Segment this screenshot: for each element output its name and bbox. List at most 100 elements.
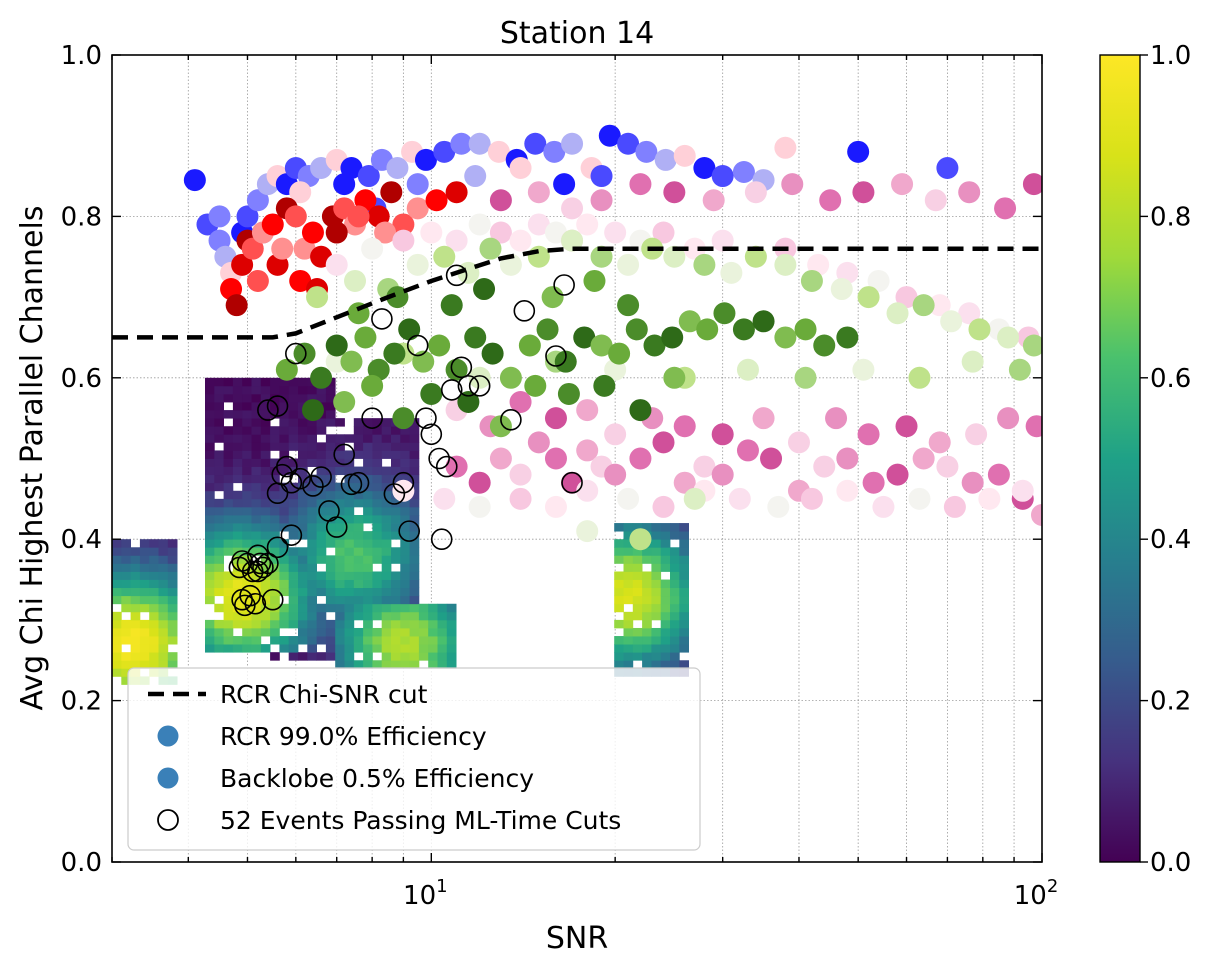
histogram-bin (270, 619, 280, 629)
histogram-bin (642, 611, 652, 621)
histogram-bin (679, 587, 689, 597)
histogram-bin (223, 571, 234, 580)
histogram-bin (409, 571, 420, 580)
histogram-bin (232, 619, 243, 629)
histogram-bin (260, 442, 271, 451)
histogram-bin (232, 539, 243, 548)
histogram-bin (260, 563, 271, 572)
histogram-bin (400, 627, 410, 637)
histogram-bin (214, 466, 224, 476)
scatter-point (813, 455, 836, 478)
histogram-bin (372, 603, 383, 613)
scatter-point (696, 318, 719, 341)
histogram-bin (391, 466, 401, 476)
histogram-bin (232, 418, 243, 427)
histogram-bin (158, 539, 169, 548)
histogram-bin (623, 660, 634, 669)
histogram-bin (298, 603, 308, 613)
histogram-bin (270, 539, 280, 548)
histogram-bin (242, 619, 252, 629)
histogram-bin (372, 531, 383, 540)
histogram-bin (409, 579, 420, 589)
histogram-bin (316, 490, 327, 500)
histogram-bin (316, 442, 327, 451)
histogram-bin (223, 426, 234, 435)
scatter-point (852, 358, 875, 381)
histogram-bin (446, 611, 457, 621)
histogram-bin (660, 636, 671, 645)
histogram-bin (372, 636, 383, 645)
scatter-point (663, 366, 686, 389)
histogram-bin (279, 450, 290, 459)
histogram-bin (260, 603, 271, 613)
scatter-point (583, 269, 606, 292)
histogram-bin (149, 611, 159, 621)
histogram-bin (130, 660, 141, 669)
histogram-bin (381, 579, 392, 589)
histogram-bin (205, 547, 215, 556)
histogram-bin (400, 434, 410, 443)
scatter-point (961, 471, 984, 494)
histogram-bin (409, 660, 420, 669)
scatter-point (774, 253, 797, 276)
histogram-bin (335, 450, 345, 459)
histogram-bin (223, 385, 234, 395)
histogram-bin (270, 555, 280, 564)
histogram-bin (316, 531, 327, 540)
histogram-bin (335, 531, 345, 540)
y-tick-label: 0.8 (61, 202, 102, 232)
histogram-bin (158, 595, 169, 605)
histogram-bin (418, 627, 429, 637)
histogram-bin (298, 547, 308, 556)
scatter-point (629, 528, 652, 551)
histogram-bin (372, 660, 383, 669)
histogram-bin (344, 450, 355, 459)
scatter-point (543, 140, 566, 163)
histogram-bin (325, 482, 336, 492)
histogram-bin (205, 426, 215, 435)
legend-marker-filled-circle (157, 725, 179, 747)
histogram-bin (391, 506, 401, 516)
histogram-bin (270, 652, 280, 661)
histogram-bin (418, 619, 429, 629)
histogram-bin (242, 474, 252, 484)
histogram-bin (446, 644, 457, 653)
histogram-bin (642, 652, 652, 661)
histogram-bin (242, 402, 252, 411)
histogram-bin (363, 547, 373, 556)
histogram-bin (353, 482, 364, 492)
y-tick-label: 0.6 (61, 364, 102, 394)
histogram-bin (670, 523, 680, 532)
histogram-bin (251, 474, 262, 484)
histogram-bin (316, 539, 327, 548)
histogram-bin (316, 523, 327, 532)
scatter-point (289, 269, 312, 292)
histogram-bin (242, 555, 252, 564)
histogram-bin (363, 539, 373, 548)
histogram-bin (121, 676, 131, 685)
scatter-point (406, 197, 429, 220)
scatter-point (590, 189, 613, 212)
scatter-point (473, 278, 496, 301)
passing-event-point (257, 399, 279, 421)
scatter-point (862, 471, 885, 494)
histogram-bin (335, 466, 345, 476)
histogram-bin (251, 498, 262, 508)
histogram-bin (167, 652, 178, 661)
histogram-bin (260, 498, 271, 508)
histogram-bin (344, 652, 355, 661)
histogram-bin (270, 611, 280, 621)
histogram-bin (325, 385, 336, 395)
histogram-bin (242, 482, 252, 492)
histogram-bin (288, 385, 299, 395)
histogram-bin (121, 627, 131, 637)
scatter-point (825, 407, 848, 430)
histogram-bin (679, 595, 689, 605)
histogram-bin (316, 571, 327, 580)
histogram-bin (679, 660, 689, 669)
histogram-bin (363, 426, 373, 435)
histogram-bin (167, 627, 178, 637)
scatter-point (994, 197, 1017, 220)
histogram-bin (325, 636, 336, 645)
